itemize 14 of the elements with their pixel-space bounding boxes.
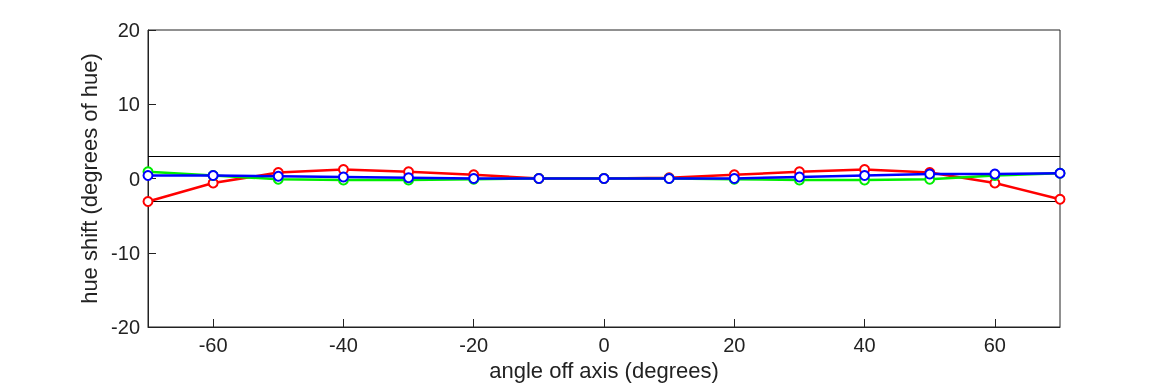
y-tick-label: -10 xyxy=(111,241,140,264)
x-tick-label: 60 xyxy=(983,334,1006,356)
y-tick-label: 20 xyxy=(117,19,140,41)
x-tick-label: 0 xyxy=(598,334,610,356)
y-tick-label: -20 xyxy=(111,316,140,338)
y-axis-title: hue shift (degrees of hue) xyxy=(76,53,102,304)
y-tick-label: 0 xyxy=(128,167,140,190)
x-tick-label: 40 xyxy=(853,334,876,356)
y-tick-label: 10 xyxy=(117,93,140,116)
x-tick-label: -20 xyxy=(459,334,489,356)
x-tick-label: 20 xyxy=(723,334,746,356)
x-tick-label: -40 xyxy=(328,334,358,356)
x-axis-title: angle off axis (degrees) xyxy=(489,358,719,384)
x-tick-label: -60 xyxy=(198,334,228,356)
